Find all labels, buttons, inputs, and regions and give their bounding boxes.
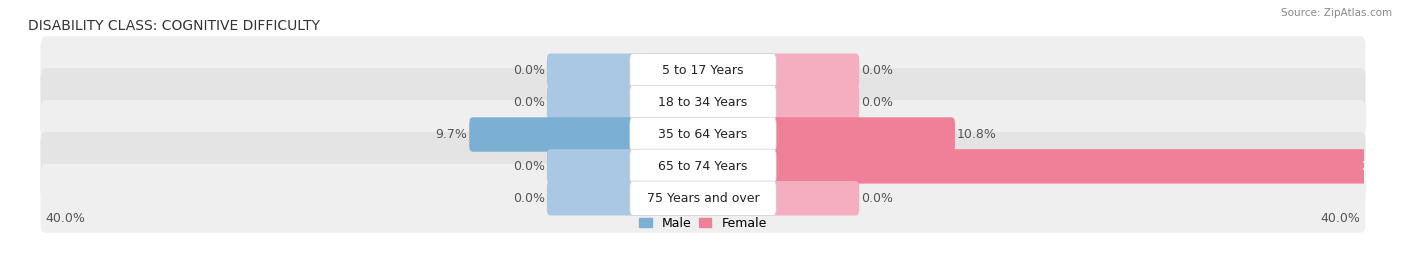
- Text: 0.0%: 0.0%: [513, 96, 546, 109]
- Text: 65 to 74 Years: 65 to 74 Years: [658, 160, 748, 173]
- Text: 0.0%: 0.0%: [513, 64, 546, 77]
- FancyBboxPatch shape: [630, 85, 776, 120]
- Text: 38.5%: 38.5%: [1361, 160, 1405, 173]
- FancyBboxPatch shape: [41, 164, 1365, 233]
- FancyBboxPatch shape: [630, 117, 776, 152]
- FancyBboxPatch shape: [547, 181, 636, 215]
- Text: 0.0%: 0.0%: [860, 192, 893, 205]
- Text: Source: ZipAtlas.com: Source: ZipAtlas.com: [1281, 8, 1392, 18]
- Text: 5 to 17 Years: 5 to 17 Years: [662, 64, 744, 77]
- FancyBboxPatch shape: [41, 36, 1365, 105]
- FancyBboxPatch shape: [630, 54, 776, 88]
- Text: 40.0%: 40.0%: [1320, 211, 1361, 225]
- FancyBboxPatch shape: [41, 132, 1365, 201]
- FancyBboxPatch shape: [547, 149, 636, 184]
- Text: 40.0%: 40.0%: [45, 211, 86, 225]
- Text: 0.0%: 0.0%: [513, 192, 546, 205]
- FancyBboxPatch shape: [470, 117, 636, 152]
- FancyBboxPatch shape: [630, 149, 776, 184]
- Legend: Male, Female: Male, Female: [634, 212, 772, 235]
- FancyBboxPatch shape: [770, 117, 955, 152]
- Text: 0.0%: 0.0%: [860, 96, 893, 109]
- Text: 0.0%: 0.0%: [860, 64, 893, 77]
- FancyBboxPatch shape: [41, 100, 1365, 169]
- Text: DISABILITY CLASS: COGNITIVE DIFFICULTY: DISABILITY CLASS: COGNITIVE DIFFICULTY: [28, 19, 321, 33]
- FancyBboxPatch shape: [770, 181, 859, 215]
- FancyBboxPatch shape: [770, 149, 1406, 184]
- Text: 75 Years and over: 75 Years and over: [647, 192, 759, 205]
- FancyBboxPatch shape: [41, 68, 1365, 137]
- Text: 0.0%: 0.0%: [513, 160, 546, 173]
- Text: 10.8%: 10.8%: [956, 128, 997, 141]
- FancyBboxPatch shape: [547, 54, 636, 88]
- Text: 9.7%: 9.7%: [436, 128, 468, 141]
- FancyBboxPatch shape: [770, 54, 859, 88]
- Text: 18 to 34 Years: 18 to 34 Years: [658, 96, 748, 109]
- FancyBboxPatch shape: [547, 85, 636, 120]
- Text: 35 to 64 Years: 35 to 64 Years: [658, 128, 748, 141]
- FancyBboxPatch shape: [630, 181, 776, 215]
- FancyBboxPatch shape: [770, 85, 859, 120]
